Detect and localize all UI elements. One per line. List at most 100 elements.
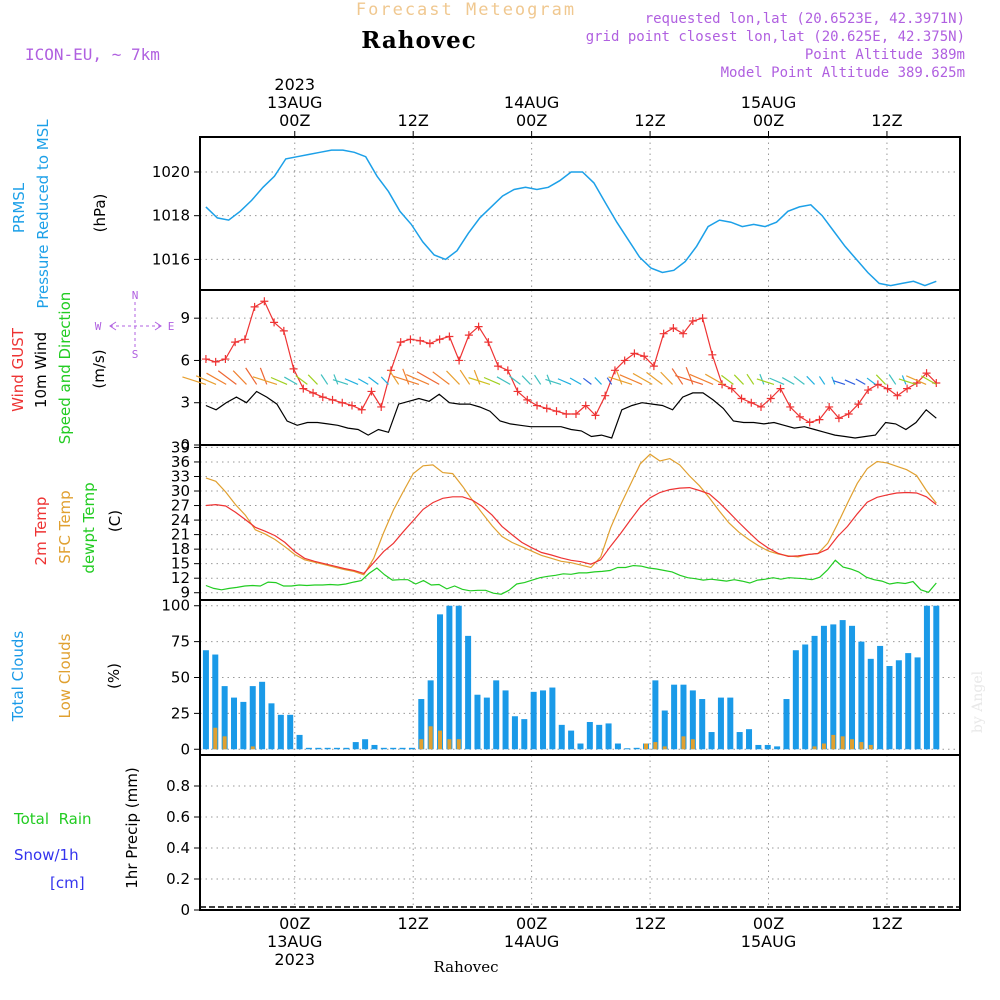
wind-labels: Wind GUST 10m Wind Speed and Direction (… xyxy=(9,289,174,444)
pressure-unit: (hPa) xyxy=(91,194,109,233)
total-cloud-bar xyxy=(680,684,687,750)
wind-direction-arrow xyxy=(320,374,329,385)
pressure-label-prmsl: PRMSL xyxy=(10,182,28,233)
total-cloud-bar xyxy=(493,680,500,750)
pressure-line xyxy=(205,149,937,287)
total-cloud-bar xyxy=(408,747,415,750)
wind-direction-arrow xyxy=(906,375,927,385)
total-cloud-bar xyxy=(895,660,902,750)
pressure-label-msl: Pressure Reduced to MSL xyxy=(34,119,52,309)
time-label-bottom: 12Z xyxy=(398,914,429,933)
time-label-top: 00Z xyxy=(516,111,547,130)
total-cloud-bar xyxy=(727,697,734,750)
gust-point xyxy=(708,350,717,359)
wind-direction-arrow xyxy=(608,376,633,385)
gust-point xyxy=(795,412,804,421)
total-cloud-bar xyxy=(343,747,350,750)
gust-point xyxy=(289,364,298,373)
low-cloud-bar xyxy=(222,736,227,750)
wind-direction-arrow xyxy=(432,371,450,385)
time-label-top: 14AUG xyxy=(504,93,559,112)
y-tick-label: 1016 xyxy=(152,250,190,268)
total-cloud-bar xyxy=(305,747,312,750)
gust-point xyxy=(347,401,356,410)
gust-point xyxy=(591,411,600,420)
total-cloud-bar xyxy=(446,605,453,750)
gust-point xyxy=(737,394,746,403)
gust-point xyxy=(513,387,522,396)
total-cloud-bar xyxy=(605,723,612,750)
time-label-bottom: 14AUG xyxy=(504,932,559,951)
y-tick-label: 39 xyxy=(171,438,190,456)
total-cloud-bar xyxy=(362,739,369,750)
requested-coords: requested lon,lat (20.6523E, 42.3971N) xyxy=(645,11,965,27)
total-cloud-bar xyxy=(558,724,565,750)
gust-point xyxy=(231,338,240,347)
y-tick-label: 0 xyxy=(180,436,190,454)
y-tick-label: 12 xyxy=(171,569,190,587)
cloud-label-total: Total Clouds xyxy=(9,631,27,723)
y-tick-label: 0 xyxy=(180,740,190,758)
gust-point xyxy=(776,384,785,393)
time-label-bottom: 15AUG xyxy=(741,932,796,951)
total-cloud-bar xyxy=(820,625,827,750)
y-tick-label: 50 xyxy=(171,669,190,687)
total-cloud-bar xyxy=(652,680,659,750)
wind-direction-arrow xyxy=(660,371,673,385)
time-label-top: 12Z xyxy=(398,111,429,130)
grid-coords: grid point closest lon,lat (20.625E, 42.… xyxy=(586,29,965,45)
total-cloud-bar xyxy=(390,747,397,750)
low-cloud-bar xyxy=(428,726,433,750)
gust-line xyxy=(205,300,937,424)
precip-labels: Total Rain Snow/1h [cm] 1hr Precip (mm) xyxy=(13,767,141,892)
total-cloud-bar xyxy=(905,653,912,750)
total-cloud-bar xyxy=(268,703,275,750)
wind-direction-arrow xyxy=(446,370,460,385)
total-cloud-bar xyxy=(324,747,331,750)
total-cloud-bar xyxy=(858,641,865,750)
y-tick-label: 75 xyxy=(171,633,190,651)
wind-direction-arrow xyxy=(557,378,572,385)
low-cloud-bar xyxy=(831,734,836,750)
watermark: by Angel xyxy=(970,670,986,733)
y-tick-label: 9 xyxy=(180,309,190,327)
gust-point xyxy=(455,356,464,365)
low-cloud-bar xyxy=(213,727,218,750)
gust-point xyxy=(494,362,503,371)
total-cloud-bar xyxy=(764,744,771,750)
time-label-top: 12Z xyxy=(871,111,902,130)
total-cloud-bar xyxy=(521,719,528,750)
total-cloud-bar xyxy=(624,748,631,750)
total-cloud-bar xyxy=(746,729,753,750)
y-tick-label: 9 xyxy=(180,584,190,602)
gust-point xyxy=(922,369,931,378)
total-cloud-bar xyxy=(755,744,762,750)
total-cloud-bar xyxy=(483,697,490,750)
wind-direction-arrow xyxy=(875,374,887,385)
wind-direction-arrow xyxy=(295,375,308,385)
gust-point xyxy=(786,402,795,411)
wind-direction-arrow xyxy=(721,374,734,385)
wind-direction-arrow xyxy=(270,376,288,385)
y-tick-label: 3 xyxy=(180,394,190,412)
wind-direction-arrow xyxy=(594,377,602,385)
panel-frame xyxy=(199,289,961,446)
gust-point xyxy=(435,335,444,344)
wind-direction-arrow xyxy=(402,368,410,385)
time-label-bottom: 13AUG xyxy=(267,932,322,951)
total-cloud-bar xyxy=(933,605,940,750)
low-cloud-bar xyxy=(438,730,443,750)
total-cloud-bar xyxy=(877,645,884,750)
wind-direction-arrow xyxy=(459,369,471,385)
gust-point xyxy=(260,297,269,306)
gust-point xyxy=(309,388,318,397)
gust-point xyxy=(328,395,337,404)
dewpt-line xyxy=(205,559,937,595)
wind-direction-arrow xyxy=(392,375,420,385)
total-cloud-bar xyxy=(689,690,696,750)
gust-point xyxy=(250,302,259,311)
y-tick-label: 30 xyxy=(171,482,190,500)
wind-direction-arrow xyxy=(546,374,552,385)
y-tick-label: 100 xyxy=(161,597,190,615)
gust-point xyxy=(659,329,668,338)
